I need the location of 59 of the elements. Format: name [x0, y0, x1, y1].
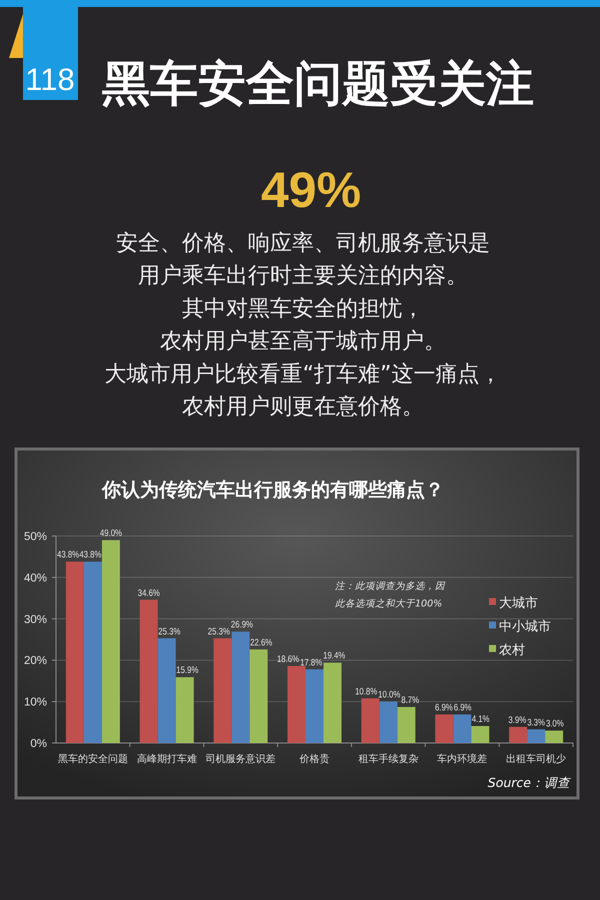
- data-label: 6.9%: [454, 702, 476, 714]
- bar: [324, 662, 342, 743]
- bar: [176, 677, 194, 743]
- y-tick-label: 20%: [24, 655, 47, 668]
- text: 农村用户则更在意价格。: [182, 394, 424, 420]
- bar: [527, 729, 546, 743]
- bar: [232, 632, 250, 743]
- x-tick-label: 司机服务意识差: [206, 753, 276, 765]
- bar: [453, 714, 472, 743]
- bar: [435, 714, 454, 743]
- data-label: 25.3%: [158, 626, 186, 638]
- chart-title: 你认为传统汽车出行服务的有哪些痛点？: [101, 479, 444, 501]
- text: 大城市用户比较看重“打车难”这一痛点，: [104, 362, 502, 387]
- bar: [545, 730, 564, 743]
- bar: [306, 669, 324, 743]
- x-tick-label: 车内环境差: [437, 753, 488, 765]
- text: 用户乘车出行时主要关注的内容。: [138, 264, 468, 289]
- bar: [397, 706, 416, 743]
- data-label: 3.0%: [546, 718, 568, 730]
- bar: [509, 726, 528, 743]
- annotation: 注：此项调查为多选，因此各选项之和大于100%: [335, 580, 446, 610]
- bar: [361, 698, 380, 743]
- y-tick-label: 10%: [24, 696, 47, 709]
- x-tick-label: 价格贵: [298, 753, 330, 765]
- y-tick-label: 50%: [24, 531, 47, 543]
- legend-label: 大城市: [499, 596, 538, 611]
- bar: [158, 638, 176, 743]
- data-label: 15.9%: [176, 665, 204, 676]
- x-tick-label: 黑车的安全问题: [58, 753, 128, 765]
- data-label: 34.6%: [138, 588, 165, 599]
- bar: [214, 638, 232, 743]
- data-label: 49.0%: [100, 528, 127, 540]
- data-label: 22.6%: [250, 637, 278, 648]
- bar: [379, 702, 398, 743]
- bar: [250, 649, 268, 743]
- text: 农村用户甚至高于城市用户。: [160, 329, 446, 354]
- data-label: 8.7%: [401, 694, 423, 706]
- source-note: Source：调查: [488, 775, 571, 790]
- data-label: 43.8%: [79, 550, 106, 561]
- bar: [84, 562, 102, 743]
- data-label: 4.1%: [472, 714, 494, 726]
- bar: [102, 540, 120, 743]
- legend-label: 农村: [499, 643, 525, 658]
- bar: [471, 726, 490, 743]
- y-tick-label: 0%: [30, 738, 47, 750]
- text: 安全、价格、响应率、司机服务意识是: [116, 231, 490, 256]
- text: 49%: [260, 162, 362, 218]
- y-tick-label: 40%: [24, 572, 47, 584]
- x-tick-label: 租车手续复杂: [358, 753, 418, 765]
- text: 其中对黑车安全的担忧，: [182, 296, 424, 322]
- y-tick-label: 30%: [24, 614, 47, 626]
- bar: [66, 562, 84, 743]
- x-tick-label: 出租车司机少: [506, 753, 566, 765]
- x-tick-label: 高峰期打车难: [136, 753, 197, 765]
- legend-label: 中小城市: [499, 620, 551, 634]
- text: 118: [25, 62, 75, 97]
- text: 黑车安全问题受关注: [102, 56, 534, 112]
- bar: [140, 600, 158, 743]
- bar: [288, 666, 306, 743]
